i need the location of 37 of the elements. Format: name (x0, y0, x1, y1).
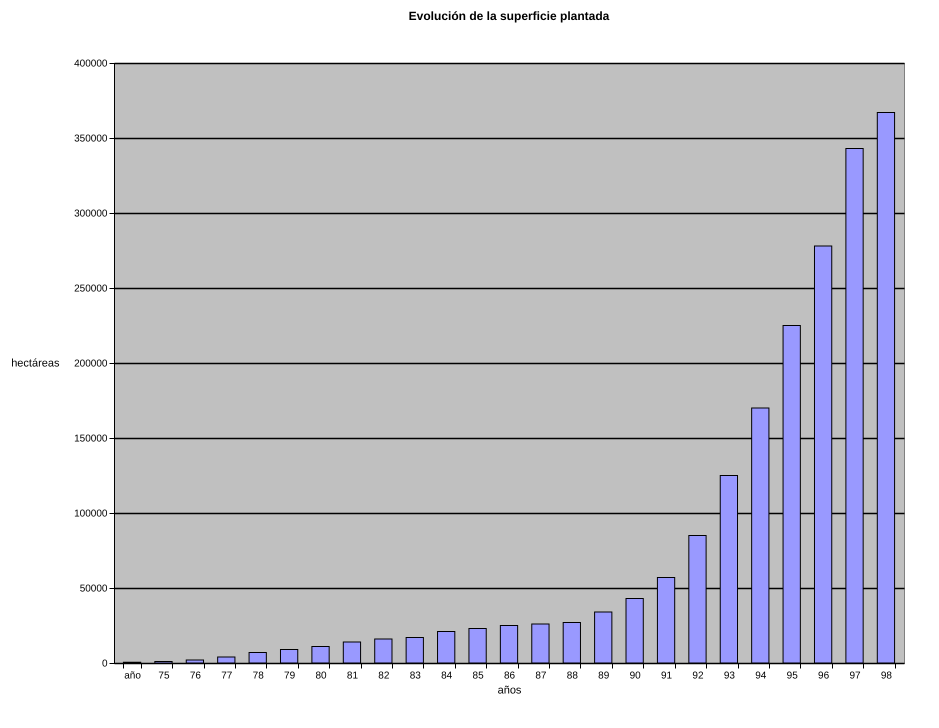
x-tick-label: año (124, 670, 142, 682)
x-tick-label: 93 (724, 670, 736, 682)
y-tick-label: 150000 (74, 434, 108, 444)
x-tick-label: 98 (880, 670, 892, 682)
x-axis-title: años (498, 684, 522, 696)
x-tick-label: 97 (849, 670, 862, 682)
y-tick-label: 300000 (74, 208, 108, 220)
y-tick-label: 350000 (74, 134, 108, 144)
x-tick-label: 88 (566, 670, 578, 682)
x-tick-label: 90 (630, 670, 642, 682)
x-tick-label: 85 (472, 670, 484, 682)
x-tick-label: 94 (755, 670, 767, 682)
x-tick-label: 91 (660, 670, 673, 682)
x-tick-label: 80 (315, 670, 328, 682)
x-tick-label: 89 (598, 670, 610, 682)
x-tick-label: 95 (786, 670, 798, 682)
x-tick-label: 81 (346, 670, 358, 682)
x-tick-label: 96 (818, 670, 830, 682)
x-tick-label: 82 (378, 670, 390, 682)
y-tick-label: 100000 (74, 508, 108, 520)
x-tick-label: 86 (504, 670, 516, 682)
x-tick-label: 83 (410, 670, 422, 682)
x-tick-label: 84 (441, 670, 453, 682)
y-tick-label: 200000 (74, 358, 108, 370)
x-tick-label: 78 (252, 670, 264, 682)
y-axis-title: hectáreas (11, 358, 60, 370)
x-tick-label: 79 (284, 670, 296, 682)
x-tick-label: 92 (692, 670, 704, 682)
chart-title: Evolución de la superficie plantada (408, 9, 610, 23)
x-tick-label: 75 (158, 670, 170, 682)
y-tick-label: 0 (102, 658, 108, 670)
y-tick-label: 50000 (80, 584, 108, 594)
x-tick-label: 76 (190, 670, 202, 682)
x-tick-label: 87 (535, 670, 547, 682)
y-tick-label: 250000 (74, 284, 108, 294)
x-tick-label: 77 (221, 670, 233, 682)
y-tick-label: 400000 (74, 58, 108, 70)
